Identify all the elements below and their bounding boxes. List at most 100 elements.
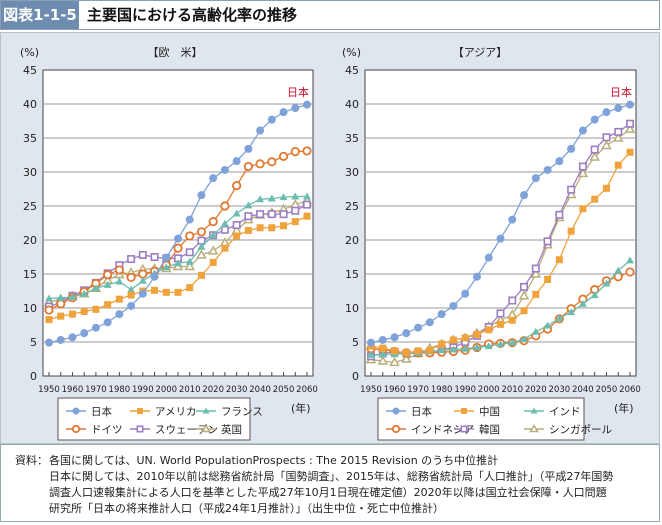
marker-triangle — [103, 280, 112, 288]
marker-triangle — [68, 293, 77, 301]
marker-dot — [303, 100, 311, 109]
y-tick-label: 5 — [30, 336, 37, 349]
footnote-line: 研究所「日本の将来推計人口（平成24年1月推計）」（出生中位・死亡中位推計） — [49, 502, 444, 515]
marker-square — [461, 408, 467, 414]
x-tick-label: 1990 — [132, 385, 154, 395]
legend — [57, 397, 251, 441]
marker-dot — [80, 329, 89, 338]
marker-circle — [267, 157, 277, 167]
marker-square — [291, 218, 299, 226]
marker-dot — [244, 144, 253, 153]
marker-open-square — [555, 210, 564, 219]
marker-open-square — [602, 133, 611, 142]
marker-triangle — [162, 263, 171, 271]
marker-dot — [56, 335, 65, 344]
marker-square — [197, 271, 205, 279]
x-tick-label: 1950 — [360, 385, 382, 395]
marker-dot — [138, 289, 147, 298]
marker-square — [162, 288, 170, 296]
marker-circle — [220, 201, 230, 211]
y-tick-label: 45 — [345, 64, 359, 77]
marker-circle — [173, 243, 183, 253]
marker-square — [115, 295, 123, 303]
figure-id: 図表1-1-5 — [1, 1, 79, 29]
marker-open-square — [567, 185, 576, 194]
legend-label: 中国 — [479, 405, 500, 418]
marker-triangle — [567, 308, 576, 316]
marker-square — [45, 316, 53, 324]
marker-open-square — [267, 210, 276, 219]
chart-title: 【アジア】 — [453, 46, 508, 59]
marker-triangle — [602, 279, 611, 287]
marker-circle — [126, 272, 136, 282]
marker-circle — [208, 217, 218, 227]
legend-label: スウェーデン — [155, 423, 218, 436]
marker-dot — [103, 318, 112, 327]
marker-square — [473, 331, 481, 339]
marker-dot — [508, 215, 517, 224]
x-tick-label: 2040 — [572, 385, 594, 395]
marker-square — [280, 222, 288, 230]
legend-label: フランス — [221, 406, 263, 418]
marker-triangle — [127, 285, 136, 293]
marker-dot — [555, 157, 564, 166]
marker-dot — [197, 191, 206, 200]
marker-triangle — [244, 201, 253, 209]
footnote-label: 資料： — [15, 454, 48, 467]
marker-triangle — [614, 266, 623, 274]
marker-square — [485, 326, 493, 334]
marker-square — [57, 312, 65, 320]
marker-dot — [425, 318, 434, 327]
x-tick-label: 2020 — [202, 385, 224, 395]
marker-square — [391, 347, 399, 355]
marker-dot — [414, 323, 423, 332]
marker-open-square — [614, 127, 623, 136]
chart-title: 【欧 米】 — [148, 46, 203, 59]
marker-triangle — [80, 289, 89, 297]
marker-circle — [232, 181, 242, 191]
marker-open-triangle — [601, 139, 612, 150]
marker-circle — [243, 161, 253, 172]
y-tick-label: 25 — [345, 200, 359, 213]
y-tick-label: 40 — [23, 98, 37, 111]
marker-dot — [267, 115, 276, 124]
marker-square — [379, 344, 387, 352]
x-tick-label: 2050 — [596, 385, 618, 395]
marker-open-square — [244, 212, 253, 221]
marker-dot — [91, 323, 100, 332]
marker-open-triangle — [589, 151, 600, 161]
marker-square — [508, 316, 516, 324]
marker-square — [555, 256, 563, 264]
marker-circle — [44, 305, 54, 315]
y-tick-label: 20 — [23, 234, 37, 247]
marker-square — [127, 291, 135, 299]
marker-triangle — [496, 340, 505, 348]
x-tick-label: 2010 — [501, 385, 523, 395]
marker-dot — [220, 165, 229, 174]
marker-square — [626, 148, 634, 156]
marker-triangle — [590, 291, 599, 299]
legend-label: 日本 — [411, 405, 432, 418]
marker-square — [233, 232, 241, 240]
marker-dot — [209, 174, 218, 183]
legend-label: 韓国 — [479, 424, 500, 436]
marker-dot — [279, 108, 288, 117]
marker-dot — [45, 338, 53, 347]
marker-dot — [461, 289, 470, 298]
marker-triangle — [202, 407, 210, 414]
marker-open-triangle — [389, 356, 400, 367]
legend-label: 英国 — [221, 423, 242, 436]
x-tick-label: 1980 — [431, 385, 453, 395]
marker-open-square — [150, 253, 159, 262]
series-0 — [367, 100, 634, 347]
y-axis-label: (%) — [20, 46, 39, 59]
marker-dot — [602, 108, 611, 117]
marker-triangle — [174, 259, 182, 267]
marker-dot — [402, 329, 411, 338]
marker-square — [104, 301, 112, 309]
y-tick-label: 40 — [345, 98, 359, 111]
marker-open-triangle — [624, 123, 636, 133]
y-tick-label: 0 — [352, 370, 359, 383]
marker-triangle — [508, 338, 517, 346]
marker-circle — [625, 267, 635, 277]
